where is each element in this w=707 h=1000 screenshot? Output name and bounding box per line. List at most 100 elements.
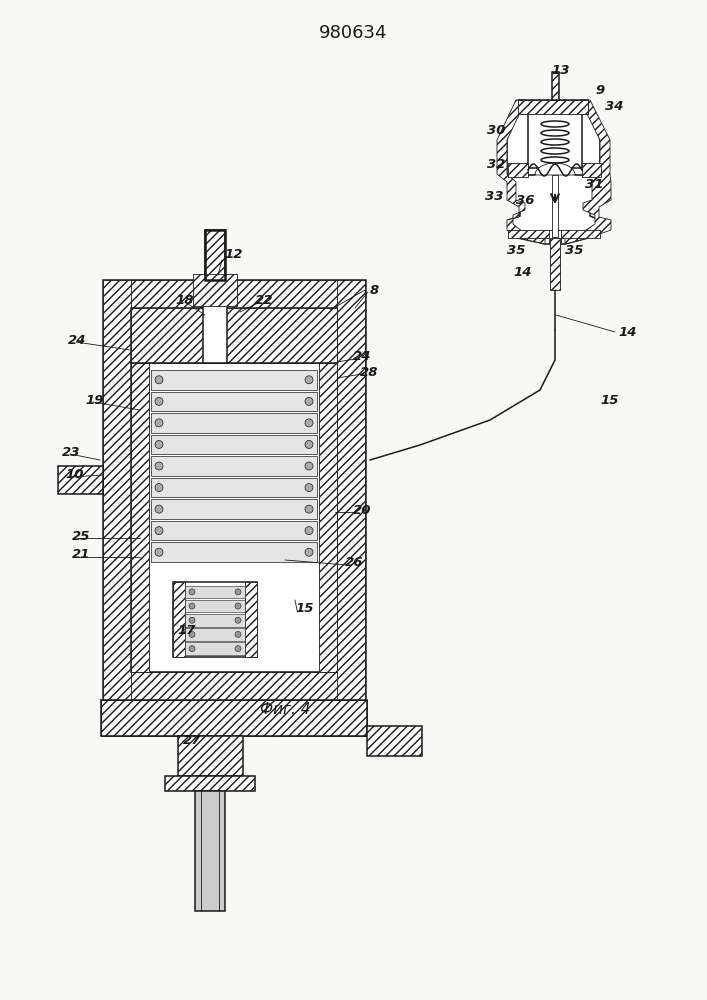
Text: 30: 30 [487, 123, 506, 136]
Text: Фиг. 4: Фиг. 4 [260, 702, 310, 718]
Bar [185, 585, 245, 598]
Text: 980634: 980634 [319, 24, 387, 42]
Bar [151, 392, 317, 411]
Circle shape [189, 631, 195, 637]
Circle shape [305, 505, 313, 513]
Bar [131, 308, 337, 672]
Bar [550, 238, 560, 290]
Polygon shape [103, 280, 131, 700]
Bar [151, 413, 317, 433]
Circle shape [235, 631, 241, 637]
Text: 15: 15 [295, 601, 313, 614]
Bar [101, 700, 367, 736]
Bar [518, 100, 588, 114]
Text: 14: 14 [513, 266, 532, 279]
Text: 15: 15 [600, 393, 619, 406]
Circle shape [235, 617, 241, 623]
Polygon shape [245, 582, 257, 657]
Bar [101, 700, 367, 736]
Polygon shape [507, 100, 600, 244]
Circle shape [305, 484, 313, 492]
Circle shape [155, 376, 163, 384]
Circle shape [305, 397, 313, 405]
Bar [205, 230, 225, 280]
Circle shape [235, 603, 241, 609]
Text: 20: 20 [353, 504, 371, 516]
Polygon shape [58, 466, 103, 494]
Bar [195, 791, 225, 911]
Bar [367, 726, 422, 756]
Polygon shape [582, 163, 601, 177]
Polygon shape [337, 280, 365, 700]
Bar [151, 478, 317, 497]
Circle shape [189, 617, 195, 623]
Text: 24: 24 [68, 334, 86, 347]
Bar [178, 736, 243, 776]
Circle shape [305, 548, 313, 556]
Text: 31: 31 [585, 178, 604, 192]
Text: 28: 28 [360, 365, 378, 378]
Bar [151, 435, 317, 454]
Text: 36: 36 [516, 194, 534, 207]
Text: 17: 17 [177, 624, 196, 637]
Bar [549, 230, 561, 244]
Bar [528, 112, 582, 168]
Circle shape [155, 527, 163, 535]
Text: 27: 27 [183, 734, 201, 746]
Polygon shape [497, 100, 545, 244]
Circle shape [155, 462, 163, 470]
Polygon shape [565, 100, 611, 244]
Text: 21: 21 [72, 548, 90, 562]
Polygon shape [131, 308, 149, 672]
Bar [151, 521, 317, 540]
Bar [165, 776, 255, 791]
Circle shape [235, 646, 241, 652]
Bar [151, 499, 317, 519]
Text: 12: 12 [224, 248, 243, 261]
Bar [185, 628, 245, 641]
Circle shape [189, 589, 195, 595]
Text: 18: 18 [175, 294, 194, 306]
Circle shape [305, 440, 313, 448]
Bar [173, 582, 257, 657]
Bar [205, 230, 225, 280]
Text: 8: 8 [370, 284, 379, 296]
Text: 14: 14 [618, 326, 636, 338]
Circle shape [305, 376, 313, 384]
Circle shape [305, 462, 313, 470]
Bar [151, 370, 317, 390]
Text: 32: 32 [487, 158, 506, 172]
Circle shape [189, 603, 195, 609]
Text: 22: 22 [255, 294, 274, 306]
Text: 10: 10 [65, 468, 83, 482]
Text: 35: 35 [507, 244, 525, 257]
Text: 25: 25 [72, 530, 90, 542]
Bar [193, 274, 237, 306]
Polygon shape [508, 230, 600, 238]
Circle shape [155, 440, 163, 448]
Polygon shape [103, 280, 365, 308]
Circle shape [155, 419, 163, 427]
Bar [185, 642, 245, 655]
Bar [151, 542, 317, 562]
Polygon shape [131, 308, 337, 363]
Text: 19: 19 [85, 393, 103, 406]
Bar [203, 280, 227, 363]
Circle shape [235, 589, 241, 595]
Circle shape [305, 419, 313, 427]
Bar [185, 600, 245, 612]
Bar [185, 614, 245, 627]
Text: 33: 33 [485, 190, 503, 204]
Polygon shape [518, 100, 588, 114]
Bar [552, 175, 558, 237]
Polygon shape [508, 163, 528, 177]
Polygon shape [103, 672, 365, 700]
Text: 34: 34 [605, 101, 624, 113]
Circle shape [305, 527, 313, 535]
Bar [103, 280, 365, 700]
Text: 13: 13 [551, 64, 570, 77]
Bar [552, 72, 559, 100]
Text: 9: 9 [595, 84, 604, 97]
Circle shape [155, 397, 163, 405]
Circle shape [155, 548, 163, 556]
